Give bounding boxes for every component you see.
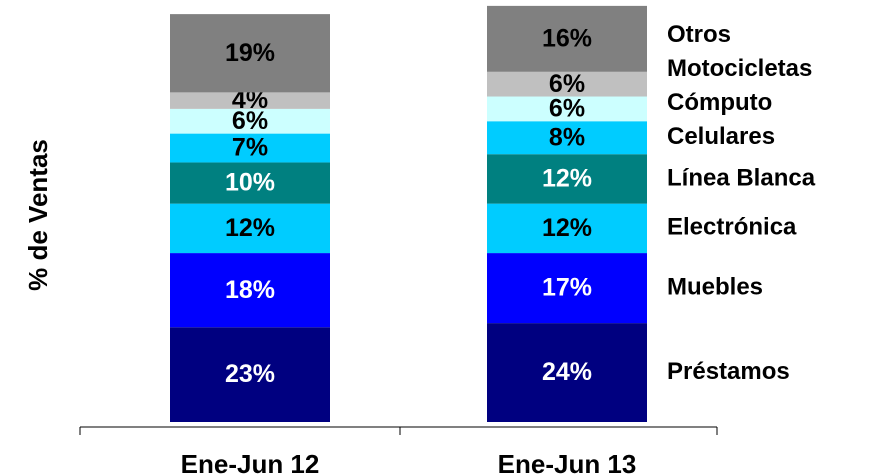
bar-segment	[170, 162, 330, 204]
bar-segment	[170, 133, 330, 163]
legend-label: Línea Blanca	[667, 164, 816, 191]
value-label: 19%	[225, 39, 275, 67]
value-label: 7%	[232, 134, 268, 162]
value-label: 12%	[542, 165, 592, 193]
bar-segment	[487, 154, 647, 204]
bar-segment	[487, 71, 647, 97]
legend-label: Otros	[667, 21, 731, 48]
bar-segment	[170, 108, 330, 134]
legend-label: Cómputo	[667, 89, 772, 116]
x-tick-label: Ene-Jun 12	[181, 449, 320, 476]
value-label: 23%	[225, 360, 275, 388]
value-label: 8%	[549, 123, 585, 151]
bar-segment	[170, 327, 330, 422]
value-label: 18%	[225, 276, 275, 304]
bar-segment	[487, 96, 647, 122]
legend-label: Motocicletas	[667, 55, 812, 82]
bar-segment	[487, 323, 647, 422]
value-label: 12%	[542, 214, 592, 242]
value-label: 6%	[549, 94, 585, 122]
legend-label: Muebles	[667, 273, 763, 300]
value-label: 10%	[225, 169, 275, 197]
bar-segment	[487, 253, 647, 324]
bar-segment	[170, 14, 330, 93]
x-tick-label: Ene-Jun 13	[498, 449, 637, 476]
legend-label: Celulares	[667, 123, 775, 150]
value-label: 16%	[542, 24, 592, 52]
bar-segment	[487, 203, 647, 254]
value-label: 17%	[542, 274, 592, 302]
y-axis-label: % de Ventas	[23, 139, 53, 291]
bar-segment	[170, 203, 330, 254]
legend-label: Préstamos	[667, 358, 790, 385]
bar-segment	[170, 253, 330, 328]
legend-label: Electrónica	[667, 214, 797, 241]
value-label: 6%	[549, 70, 585, 98]
value-label: 12%	[225, 214, 275, 242]
value-label: 6%	[232, 107, 268, 135]
bar-segment	[487, 121, 647, 155]
bar-segment	[487, 5, 647, 72]
bar-segment	[170, 92, 330, 109]
value-label: 24%	[542, 358, 592, 386]
